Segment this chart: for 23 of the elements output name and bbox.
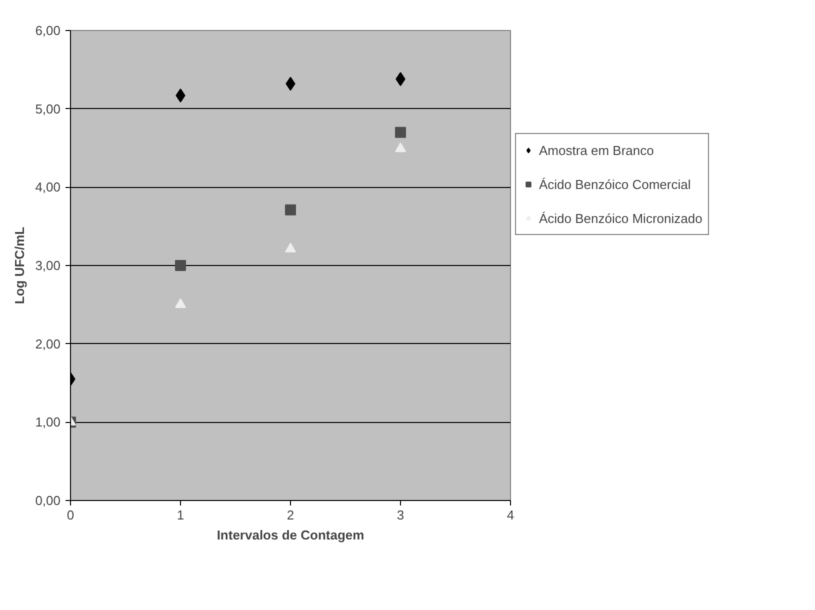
point	[395, 126, 406, 138]
point	[285, 242, 296, 252]
y-tick-label: 5,00	[35, 101, 61, 116]
y-tick-label: 4,00	[35, 180, 61, 195]
y-tick-label: 6,00	[35, 23, 61, 38]
point	[175, 298, 186, 308]
x-tick-label: 3	[396, 508, 404, 522]
legend-label: Amostra em Branco	[539, 142, 654, 158]
x-tick-label: 2	[286, 508, 294, 522]
x-tick-label: 4	[506, 508, 514, 522]
point	[175, 260, 186, 271]
legend-label: Ácido Benzóico Micronizado	[539, 210, 702, 226]
point	[285, 204, 296, 216]
x-tick-label: 0	[66, 508, 74, 522]
legend-label: Ácido Benzóico Comercial	[539, 176, 691, 192]
y-tick-label: 1,00	[35, 414, 61, 430]
y-tick-label: 2,00	[35, 336, 61, 352]
y-tick-label: 3,00	[35, 258, 61, 273]
x-tick-label: 1	[176, 508, 184, 522]
y-tick-label: 0,00	[35, 493, 61, 508]
y-axis-title: Log UFC/mL	[12, 226, 28, 304]
x-axis-title: Intervalos de Contagem	[216, 528, 364, 542]
point	[395, 142, 406, 152]
